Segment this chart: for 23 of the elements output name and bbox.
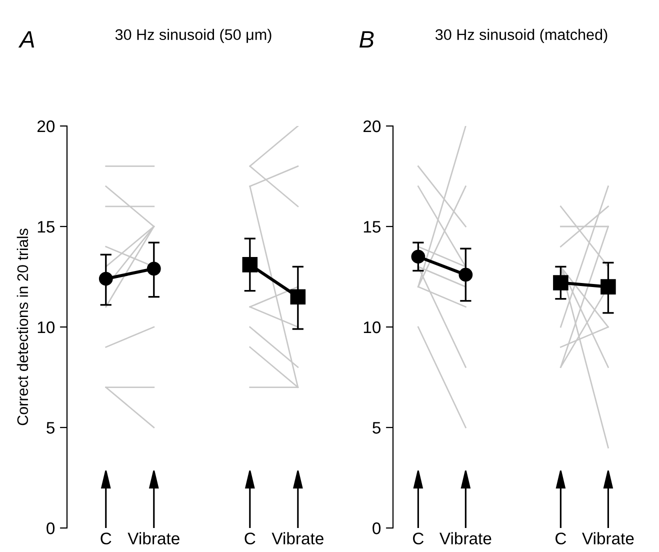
y-tick-label: 15 <box>364 221 380 233</box>
x-tick-label: C <box>556 532 566 544</box>
y-tick-label: 5 <box>46 422 54 434</box>
y-tick-label: 10 <box>38 321 55 334</box>
y-tick-label: 0 <box>46 522 55 534</box>
chart-title: 30 Hz sinusoid (50 μm) <box>115 28 272 44</box>
y-tick-label: 10 <box>364 321 381 334</box>
y-axis-title: Correct detections in 20 trials <box>16 228 28 426</box>
y-tick-label: 5 <box>372 422 380 434</box>
x-tick-label: Vibrate <box>128 532 180 544</box>
text: B <box>359 31 374 48</box>
chart-title: 30 Hz sinusoid (matched) <box>435 28 608 44</box>
x-tick-label: C <box>413 532 424 544</box>
y-tick-label: 20 <box>37 120 55 132</box>
y-tick-label: 20 <box>363 120 381 132</box>
x-tick-label: C <box>244 532 256 544</box>
x-tick-label: Vibrate <box>440 532 492 544</box>
x-tick-label: C <box>100 532 112 544</box>
y-tick-label: 0 <box>372 522 381 534</box>
text: A <box>18 31 34 48</box>
x-tick-label: Vibrate <box>272 532 324 544</box>
x-tick-label: Vibrate <box>582 532 634 544</box>
y-tick-label: 15 <box>38 221 54 233</box>
